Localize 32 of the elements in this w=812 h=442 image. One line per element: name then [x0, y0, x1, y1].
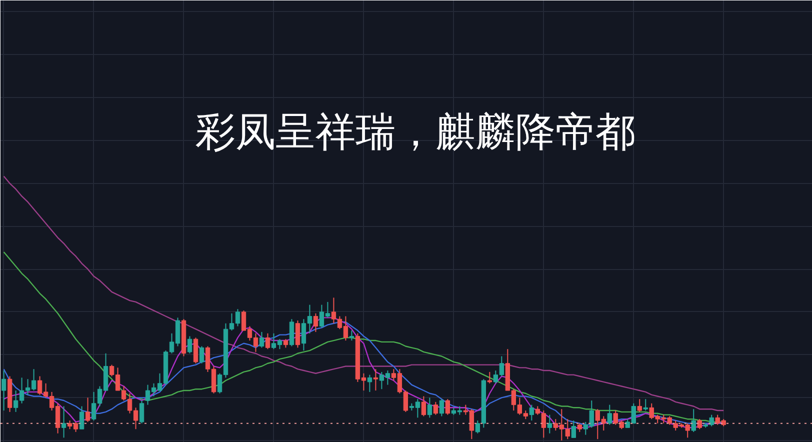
candlestick [607, 404, 612, 426]
candlestick [421, 396, 426, 417]
candlestick [373, 368, 378, 392]
candlestick [85, 397, 90, 422]
candlestick [637, 398, 642, 412]
candlestick [1, 370, 6, 412]
candlestick [691, 408, 696, 432]
candlestick [643, 398, 648, 412]
candlestick [439, 398, 444, 417]
candlestick [289, 318, 294, 347]
candlestick [295, 320, 300, 348]
candlestick [475, 420, 480, 434]
candlestick [79, 406, 84, 430]
candlestick [61, 406, 66, 438]
candlestick [139, 400, 144, 424]
candlestick [571, 420, 576, 438]
chart-title: 彩凤呈祥瑞，麒麟降帝都 [196, 110, 636, 156]
candlestick [193, 337, 198, 364]
candlestick [265, 332, 270, 350]
candlestick [697, 418, 702, 430]
candlestick [199, 346, 204, 364]
candlestick [433, 401, 438, 416]
candlestick [487, 371, 492, 384]
candlestick [547, 414, 552, 434]
candlestick [187, 336, 192, 354]
candlestick [259, 331, 264, 348]
candlestick [349, 330, 354, 342]
candlestick [367, 374, 372, 392]
candlestick [529, 404, 534, 422]
candlestick [313, 312, 318, 332]
candlestick [445, 398, 450, 416]
candlestick [427, 397, 432, 418]
